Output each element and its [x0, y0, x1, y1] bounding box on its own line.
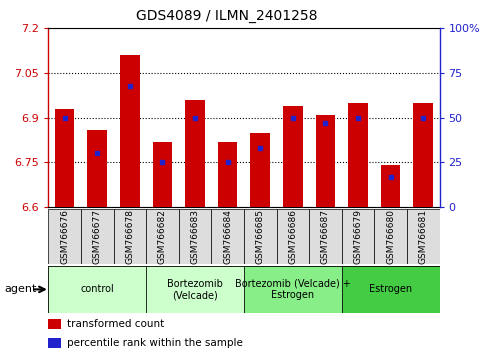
Text: percentile rank within the sample: percentile rank within the sample: [67, 338, 243, 348]
Bar: [342, 209, 374, 264]
Bar: [244, 266, 342, 313]
Bar: [342, 266, 440, 313]
Text: GSM766683: GSM766683: [190, 209, 199, 264]
Text: agent: agent: [5, 284, 37, 295]
Bar: [374, 209, 407, 264]
Text: control: control: [80, 284, 114, 295]
Bar: [212, 209, 244, 264]
Text: GDS4089 / ILMN_2401258: GDS4089 / ILMN_2401258: [136, 9, 318, 23]
Bar: [283, 106, 302, 207]
Bar: [48, 266, 146, 313]
Text: GSM766682: GSM766682: [158, 209, 167, 264]
Bar: [87, 130, 107, 207]
Bar: [48, 209, 81, 264]
Bar: [348, 103, 368, 207]
Text: Bortezomib
(Velcade): Bortezomib (Velcade): [167, 279, 223, 300]
Bar: [309, 209, 342, 264]
Text: GSM766678: GSM766678: [125, 209, 134, 264]
Bar: [185, 100, 205, 207]
Text: GSM766684: GSM766684: [223, 209, 232, 264]
Text: GSM766687: GSM766687: [321, 209, 330, 264]
Text: GSM766679: GSM766679: [354, 209, 363, 264]
Bar: [48, 319, 61, 329]
Bar: [381, 165, 400, 207]
Text: Bortezomib (Velcade) +
Estrogen: Bortezomib (Velcade) + Estrogen: [235, 279, 351, 300]
Text: Estrogen: Estrogen: [369, 284, 412, 295]
Bar: [55, 109, 74, 207]
Bar: [179, 209, 212, 264]
Text: GSM766680: GSM766680: [386, 209, 395, 264]
Text: GSM766676: GSM766676: [60, 209, 69, 264]
Text: GSM766677: GSM766677: [93, 209, 102, 264]
Bar: [407, 209, 440, 264]
Bar: [244, 209, 277, 264]
Bar: [114, 209, 146, 264]
Bar: [316, 115, 335, 207]
Bar: [146, 266, 244, 313]
Bar: [153, 142, 172, 207]
Bar: [413, 103, 433, 207]
Bar: [276, 209, 309, 264]
Text: GSM766685: GSM766685: [256, 209, 265, 264]
Bar: [120, 55, 140, 207]
Bar: [218, 142, 238, 207]
Text: GSM766681: GSM766681: [419, 209, 428, 264]
Bar: [48, 338, 61, 348]
Text: GSM766686: GSM766686: [288, 209, 298, 264]
Bar: [146, 209, 179, 264]
Bar: [251, 133, 270, 207]
Bar: [81, 209, 114, 264]
Text: transformed count: transformed count: [67, 319, 164, 329]
